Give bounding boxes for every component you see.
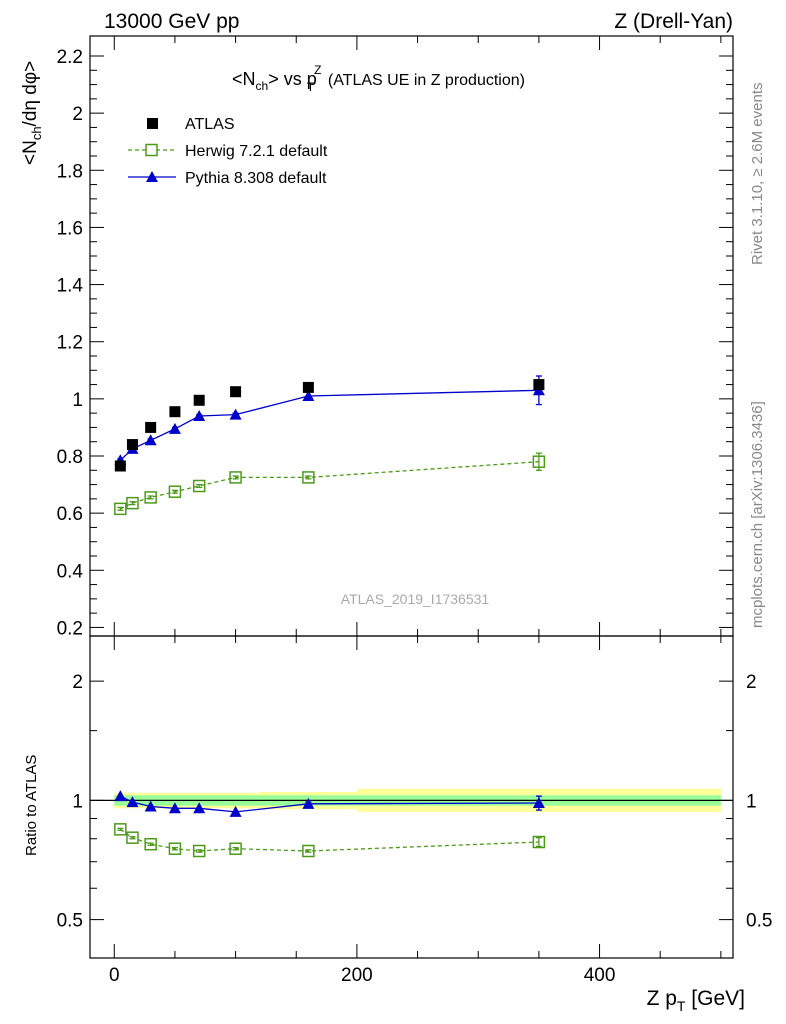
- atlas-point: [114, 460, 126, 472]
- main-plot-area: 0.2 0.4 0.6 0.8 1 1.2 1.4 1.6 1.8 2 2.2: [57, 35, 734, 639]
- legend-herwig-label: Herwig 7.2.1 default: [185, 143, 328, 160]
- process-label: Z (Drell-Yan): [614, 10, 733, 33]
- atlas-point: [169, 406, 181, 418]
- herwig-point: [302, 471, 315, 484]
- herwig-point: [144, 491, 157, 504]
- herwig-point: [532, 455, 546, 468]
- herwig-point: [192, 479, 206, 493]
- atlas-point: [302, 381, 314, 393]
- ratio-herwig-point: [126, 831, 139, 844]
- ratio-herwig-point: [114, 823, 127, 836]
- main-ytick-label: 0.6: [57, 504, 83, 525]
- main-ytick-label: 2: [72, 104, 83, 125]
- legend-atlas-label: ATLAS: [185, 116, 235, 133]
- ratio-ytick-label: 2: [72, 672, 83, 693]
- ratio-ytick-label-right: 2: [746, 672, 757, 693]
- atlas-point: [230, 386, 242, 398]
- main-ytick-label: 1.4: [57, 276, 84, 297]
- ratio-pythia-point: [168, 802, 181, 814]
- ratio-pythia-point: [144, 800, 157, 812]
- herwig-point: [126, 496, 139, 510]
- ratio-herwig-point: [532, 835, 546, 849]
- ratio-ylabel: Ratio to ATLAS: [23, 755, 40, 856]
- pythia-point: [193, 410, 206, 421]
- rivet-label: Rivet 3.1.10, ≥ 2.6M events: [749, 83, 766, 266]
- atlas-point: [145, 421, 157, 433]
- herwig-point: [229, 471, 242, 484]
- atlas-point: [193, 394, 205, 406]
- ratio-ytick-label: 1: [72, 791, 83, 812]
- pythia-point: [144, 434, 157, 446]
- main-title: <Nch> vs pTZ (ATLAS UE in Z production): [232, 63, 525, 94]
- ratio-frame: [89, 635, 734, 959]
- ratio-pythia-point: [229, 805, 242, 817]
- herwig-point: [114, 502, 127, 516]
- main-ytick-label: 1.8: [57, 161, 83, 182]
- ratio-ytick-label-right: 0.5: [746, 911, 772, 932]
- pythia-point: [229, 408, 242, 420]
- legend: ATLAS Herwig 7.2.1 default Pythia 8.308 …: [128, 116, 328, 187]
- legend-herwig-marker: [145, 143, 158, 157]
- ratio-plot-area: 0.5 0.5 1 1 2 2 0 200 400: [57, 635, 772, 986]
- main-ytick-label: 0.8: [57, 447, 83, 468]
- legend-pythia-marker: [146, 171, 158, 182]
- herwig-point: [168, 485, 182, 498]
- atlas-point: [533, 379, 545, 391]
- x-tick-label: 200: [341, 965, 373, 986]
- analysis-id: ATLAS_2019_I1736531: [341, 591, 490, 607]
- ratio-pythia-point: [114, 790, 127, 802]
- x-tick-label: 400: [584, 965, 616, 986]
- atlas-point: [126, 439, 138, 451]
- pythia-point: [302, 390, 315, 401]
- main-ytick-label: 1.6: [57, 218, 83, 239]
- main-ylabel: <Nch/dη dφ>: [20, 61, 44, 165]
- ratio-ytick-label-right: 1: [746, 791, 757, 812]
- legend-atlas-marker: [147, 118, 158, 129]
- ratio-herwig-point: [168, 842, 182, 855]
- x-tick-label: 0: [109, 965, 120, 986]
- herwig-line: [120, 461, 539, 510]
- pythia-point: [168, 422, 181, 434]
- energy-label: 13000 GeV pp: [104, 10, 239, 33]
- mcplots-label: mcplots.cern.ch [arXiv:1306.3436]: [749, 401, 766, 628]
- legend-pythia-label: Pythia 8.308 default: [185, 170, 327, 187]
- main-ytick-label: 1: [72, 390, 83, 411]
- ratio-herwig-point: [229, 842, 242, 855]
- ratio-pythia-point: [126, 796, 139, 808]
- main-ytick-label: 2.2: [57, 47, 83, 68]
- pythia-line: [119, 389, 539, 461]
- ratio-herwig-point: [144, 837, 157, 851]
- main-ytick-label: 0.4: [57, 561, 84, 582]
- ratio-herwig-line: [119, 828, 539, 852]
- main-ytick-label: 1.2: [57, 333, 83, 354]
- x-axis-label: Z pT [GeV]: [647, 987, 745, 1014]
- ratio-herwig-point: [302, 844, 315, 858]
- main-ytick-label: 0.2: [57, 618, 83, 639]
- ratio-pythia-point: [532, 796, 545, 808]
- ratio-pythia-point: [302, 797, 315, 809]
- ratio-herwig-point: [192, 844, 206, 858]
- ratio-pythia-point: [193, 802, 206, 814]
- ratio-ytick-label: 0.5: [57, 911, 83, 932]
